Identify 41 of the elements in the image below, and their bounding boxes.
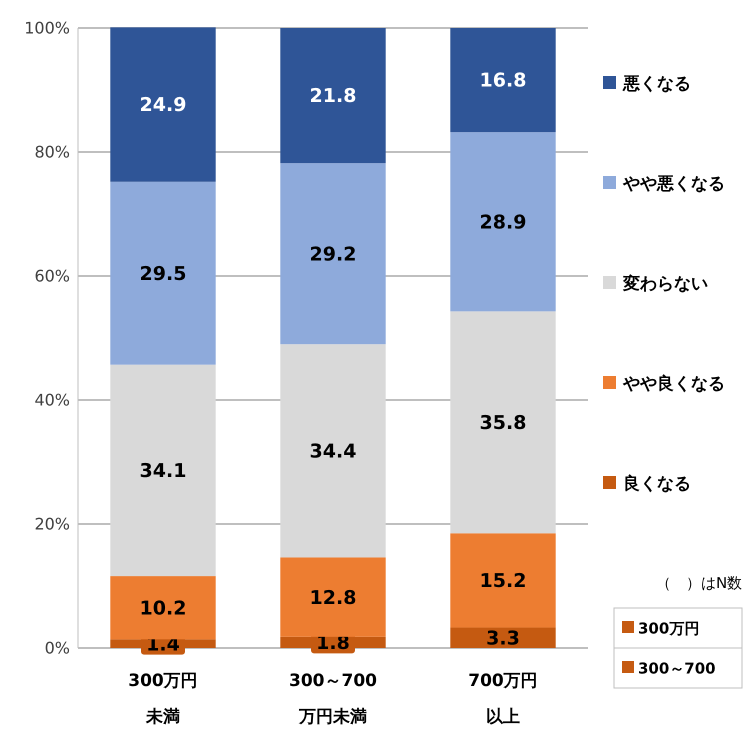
x-tick-label: 700万円以上: [468, 671, 538, 727]
data-label: 15.2: [480, 570, 526, 592]
bar: [280, 28, 386, 164]
data-label: 34.4: [310, 440, 356, 462]
x-tick-label: 300～700万円未満: [289, 671, 378, 727]
data-label: 29.2: [310, 243, 356, 266]
y-tick-label: 0%: [44, 638, 70, 658]
legend-label: やや悪くなる: [622, 174, 725, 194]
data-label: 21.8: [310, 85, 356, 108]
legend-label: 良くなる: [623, 474, 691, 494]
y-tick-label: 20%: [34, 514, 70, 534]
text: 300～700: [638, 659, 716, 678]
bar: [280, 344, 386, 558]
legend-label: 悪くなる: [622, 74, 691, 94]
bar: [450, 28, 556, 132]
data-label: 12.8: [310, 586, 356, 609]
data-label: 34.1: [140, 460, 186, 482]
bar: [280, 163, 386, 344]
data-label: 29.5: [140, 262, 186, 285]
bar: [280, 557, 386, 637]
text: （ ）はN数: [656, 574, 742, 592]
bar: [450, 533, 556, 628]
bar: [450, 132, 556, 312]
bar: [110, 364, 216, 576]
data-label: 16.8: [480, 70, 526, 92]
x-tick-label: 300万円未満: [128, 671, 198, 727]
bar: [450, 311, 556, 534]
y-tick-label: 80%: [34, 142, 70, 162]
legend-label: やや良くなる: [622, 374, 725, 394]
legend-label: 変わらない: [622, 274, 708, 294]
data-label: 35.8: [480, 412, 526, 434]
y-tick-label: 100%: [24, 18, 70, 38]
text: 300万円: [638, 619, 700, 638]
y-tick-label: 60%: [34, 266, 70, 286]
data-label: 3.3: [486, 627, 520, 650]
data-label: 10.2: [140, 597, 186, 620]
y-tick-label: 40%: [34, 390, 70, 410]
data-label: 28.9: [480, 211, 526, 234]
data-label: 24.9: [140, 94, 186, 116]
bar: [110, 27, 216, 182]
bar: [110, 182, 216, 365]
